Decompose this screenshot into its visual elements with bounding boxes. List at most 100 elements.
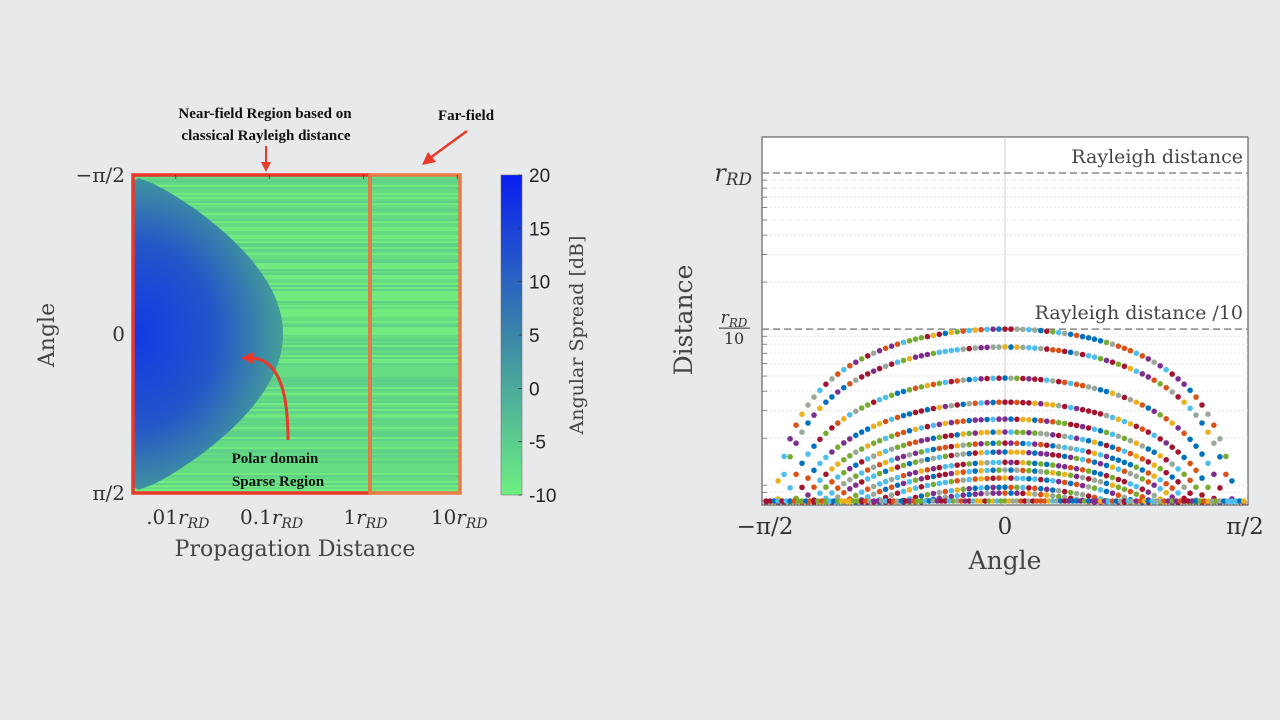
- heatmap-row: [133, 305, 460, 307]
- scatter-point: [779, 498, 785, 504]
- scatter-point: [1223, 471, 1229, 478]
- heatmap-row: [133, 407, 460, 409]
- scatter-point: [876, 437, 883, 444]
- scatter-point: [1038, 485, 1044, 492]
- scatter-point: [1002, 416, 1008, 422]
- scatter-point: [1133, 399, 1140, 406]
- scatter-point: [1127, 461, 1134, 468]
- scatter-point: [1085, 458, 1092, 464]
- scatter-point: [878, 498, 885, 504]
- scatter-point: [894, 482, 901, 489]
- scatter-point: [847, 381, 853, 387]
- heatmap-row: [133, 463, 460, 465]
- scatter-point: [1085, 449, 1092, 455]
- scatter-point: [1067, 464, 1074, 471]
- scatter-point: [1157, 436, 1163, 442]
- scatter-point: [1002, 344, 1008, 350]
- scatter-point: [974, 498, 980, 504]
- near-field-annotation-line2: classical Rayleigh distance: [181, 128, 351, 144]
- scatter-point: [1055, 329, 1062, 336]
- scatter-point: [972, 476, 978, 482]
- scatter-point: [918, 498, 925, 504]
- scatter-point: [936, 472, 943, 479]
- scatter-point: [1073, 465, 1080, 472]
- scatter-point: [799, 411, 805, 418]
- scatter-point: [829, 376, 835, 382]
- scatter-point: [1125, 498, 1132, 504]
- heatmap-row: [133, 217, 460, 219]
- scatter-point: [882, 478, 889, 485]
- scatter-point: [1199, 475, 1205, 481]
- scatter-point: [1115, 361, 1122, 368]
- scatter-point: [1163, 469, 1169, 476]
- scatter-point: [1053, 498, 1060, 504]
- scatter-point: [1002, 375, 1008, 381]
- scatter-point: [1020, 467, 1026, 474]
- scatter-point: [858, 470, 865, 476]
- heatmap-row: [133, 295, 460, 297]
- scatter-point: [1217, 436, 1223, 442]
- scatter-point: [936, 454, 943, 461]
- scatter-point: [1233, 498, 1239, 504]
- scatter-point: [996, 375, 1002, 382]
- scatter-point: [1097, 411, 1104, 417]
- scatter-point: [1109, 474, 1116, 481]
- scatter-point: [1187, 460, 1193, 467]
- tick-variable: r: [456, 505, 467, 529]
- scatter-point: [858, 446, 865, 452]
- scatter-point: [978, 376, 984, 382]
- scatter-point: [1061, 453, 1068, 460]
- scatter-point: [996, 459, 1002, 466]
- heatmap-row: [133, 241, 460, 243]
- heatmap-row: [133, 243, 460, 245]
- scatter-point: [990, 375, 996, 382]
- scatter-point: [996, 416, 1002, 422]
- scatter-point: [1105, 498, 1112, 504]
- scatter-point: [960, 442, 966, 449]
- scatter-point: [984, 484, 990, 491]
- heatmap-row: [133, 273, 460, 275]
- scatter-point: [990, 429, 996, 436]
- scatter-point: [954, 419, 960, 425]
- scatter-point: [1002, 490, 1008, 496]
- scatter-point: [966, 476, 972, 483]
- scatter-point: [900, 388, 907, 395]
- scatter-point: [1097, 498, 1104, 504]
- tick-variable: r: [356, 505, 367, 529]
- scatter-point: [918, 353, 925, 359]
- scatter-point: [793, 422, 799, 429]
- scatter-point: [1061, 463, 1068, 470]
- heatmap-row: [133, 449, 460, 451]
- scatter-point: [858, 429, 865, 435]
- scatter-point: [1002, 429, 1008, 435]
- scatter-point: [918, 484, 925, 490]
- scatter-point: [853, 432, 859, 439]
- scatter-point: [962, 498, 968, 504]
- heatmap-x-ticks: .01rRD 0.1rRD 1rRD 10rRD: [146, 175, 488, 532]
- scatter-point: [888, 343, 895, 350]
- heatmap-row: [133, 417, 460, 419]
- scatter-point: [1199, 420, 1205, 426]
- heatmap-row: [133, 359, 460, 361]
- scatter-point: [1117, 498, 1124, 504]
- scatter-point: [1157, 486, 1163, 492]
- scatter-point: [864, 456, 871, 462]
- scatter-point: [894, 455, 901, 462]
- scatter-point: [954, 452, 960, 458]
- scatter-point: [930, 332, 937, 339]
- scatter-point: [1213, 498, 1219, 504]
- scatter-point: [835, 494, 841, 500]
- scatter-point: [854, 498, 861, 504]
- scatter-point: [996, 449, 1002, 455]
- heatmap-row: [133, 401, 460, 403]
- scatter-point: [954, 498, 960, 504]
- scatter-point: [1133, 464, 1140, 471]
- scatter-point: [972, 468, 978, 474]
- scatter-point: [990, 475, 996, 482]
- heatmap-row: [133, 423, 460, 425]
- scatter-point: [924, 474, 931, 481]
- scatter-point: [970, 498, 976, 504]
- heatmap-row: [133, 373, 460, 375]
- scatter-y-label: Distance: [669, 265, 698, 376]
